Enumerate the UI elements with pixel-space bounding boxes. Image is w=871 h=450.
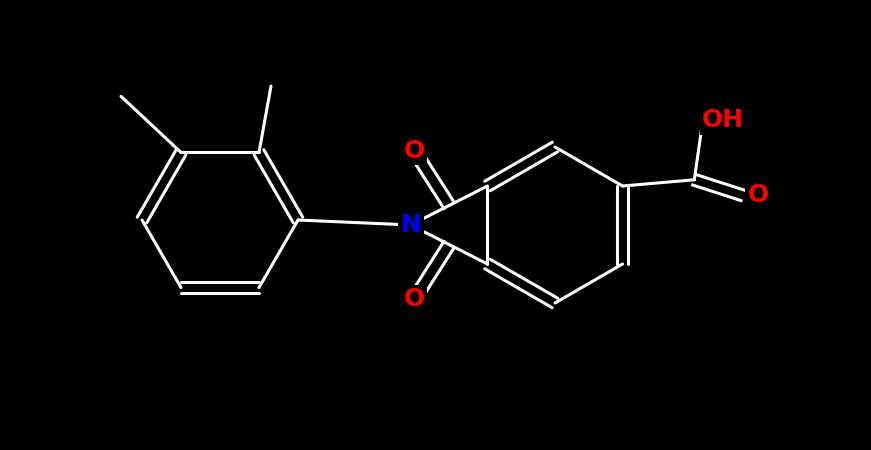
- Text: O: O: [403, 288, 425, 311]
- Text: O: O: [747, 183, 769, 207]
- Text: OH: OH: [702, 108, 744, 132]
- Text: N: N: [401, 213, 422, 237]
- Text: O: O: [403, 139, 425, 162]
